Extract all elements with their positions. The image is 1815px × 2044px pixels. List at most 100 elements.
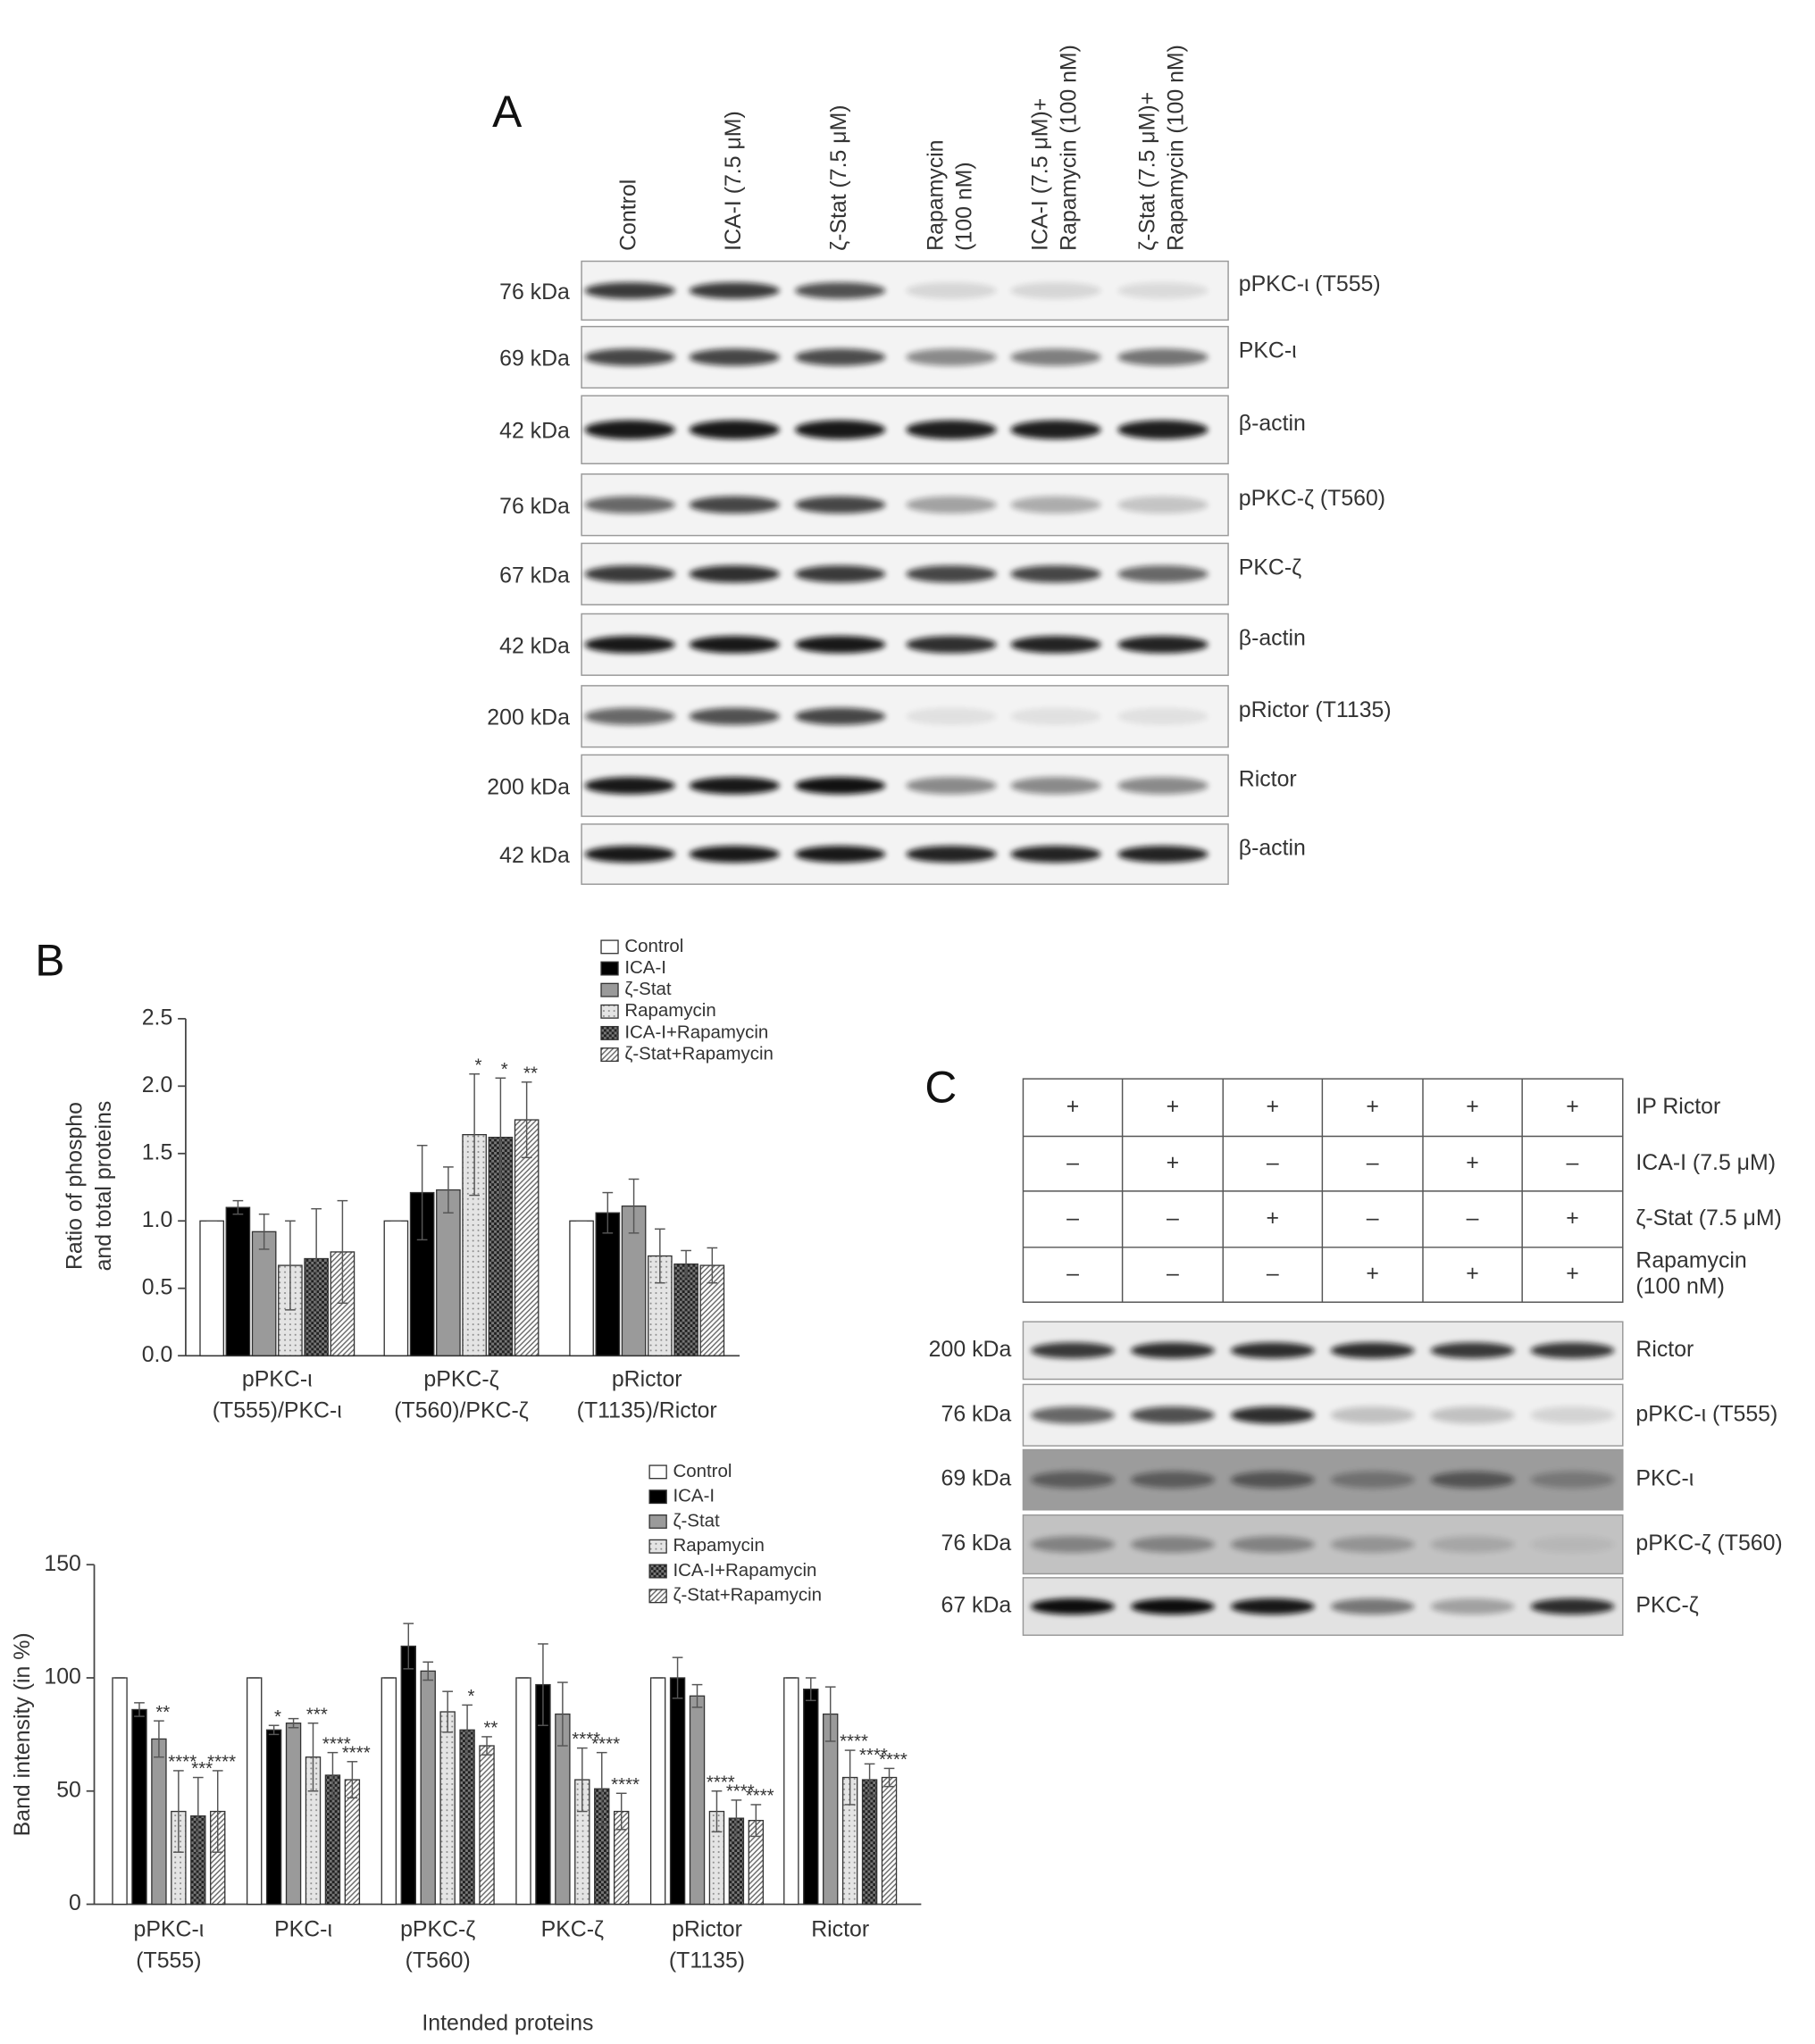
- error-bar: [232, 1199, 244, 1215]
- blot-band: [689, 348, 780, 366]
- blot-band: [794, 420, 886, 439]
- blot-band: [1010, 707, 1101, 725]
- legend-swatch: [600, 982, 619, 997]
- bar: [251, 1231, 277, 1356]
- error-bar: [469, 1072, 480, 1197]
- kda-label: 69 kDa: [499, 346, 570, 371]
- x-tick-label: pPKC-ι: [134, 1916, 205, 1941]
- significance-label: ***: [306, 1704, 328, 1724]
- significance-label: ****: [342, 1742, 371, 1763]
- error-bar: [672, 1656, 683, 1699]
- bar: [112, 1677, 128, 1906]
- legend-label: ICA-I: [624, 957, 666, 978]
- blot-band: [1117, 348, 1209, 366]
- legend-swatch: [600, 1047, 619, 1063]
- significance-label: *: [475, 1055, 482, 1075]
- blot-band: [1117, 282, 1209, 299]
- error-bar: [481, 1736, 492, 1756]
- lane-label: ICA-I (7.5 μM)+: [1027, 98, 1052, 251]
- blot-band: [584, 777, 675, 795]
- condition-cell: +: [1566, 1094, 1579, 1119]
- blot-band: [794, 636, 886, 654]
- x-tick-label: (T555): [136, 1948, 201, 1973]
- legend-label: ICA-I+Rapamycin: [624, 1022, 768, 1042]
- bar: [595, 1212, 621, 1356]
- bar: [783, 1677, 799, 1906]
- error-bar: [307, 1722, 319, 1792]
- blot-band: [584, 420, 675, 439]
- error-bar: [422, 1661, 434, 1681]
- condition-cell: –: [1367, 1206, 1379, 1231]
- error-bar: [173, 1770, 184, 1853]
- error-bar: [311, 1207, 322, 1310]
- bar: [569, 1220, 594, 1356]
- bar: [823, 1713, 839, 1906]
- error-bar: [495, 1077, 506, 1197]
- blot-band: [1230, 1471, 1315, 1489]
- legend-swatch: [600, 961, 619, 976]
- blot-band: [689, 565, 780, 583]
- bar: [861, 1779, 878, 1906]
- error-bar: [521, 1081, 532, 1159]
- protein-label: PKC-ζ: [1239, 555, 1301, 580]
- blot-band: [794, 565, 886, 583]
- blot-band: [1130, 1598, 1215, 1615]
- lane-label: ζ-Stat (7.5 μM)+: [1134, 92, 1159, 251]
- blot-band: [1230, 1536, 1315, 1553]
- error-bar: [596, 1751, 607, 1826]
- significance-label: ****: [859, 1745, 888, 1765]
- y-tick-label: 100: [44, 1664, 80, 1689]
- x-tick-label: (T560)/PKC-ζ: [394, 1398, 529, 1423]
- blot-frame: [1022, 1577, 1624, 1636]
- kda-label: 42 kDa: [499, 419, 570, 444]
- error-bar: [654, 1228, 665, 1284]
- kda-label: 69 kDa: [941, 1466, 1011, 1491]
- significance-label: ****: [726, 1781, 755, 1802]
- blot-band: [1117, 707, 1209, 725]
- lane-label: ζ-Stat (7.5 μM): [826, 104, 851, 250]
- protein-label: pPKC-ζ (T560): [1635, 1531, 1782, 1556]
- blot-band: [906, 636, 997, 654]
- significance-label: **: [523, 1063, 538, 1083]
- y-axis-label: Band intensity (in %): [10, 1632, 35, 1836]
- blot-band: [1330, 1536, 1415, 1553]
- legend-label: Control: [624, 936, 683, 956]
- blot-band: [1031, 1471, 1116, 1489]
- error-bar: [707, 1247, 718, 1284]
- blot-band: [906, 777, 997, 795]
- blot-band: [906, 282, 997, 299]
- x-tick-label: pRictor: [612, 1367, 682, 1392]
- bar: [225, 1206, 251, 1356]
- blot-band: [794, 777, 886, 795]
- condition-cell: –: [1066, 1261, 1079, 1286]
- blot-band: [906, 348, 997, 366]
- blot-band: [794, 707, 886, 725]
- protein-label: β-actin: [1239, 626, 1306, 651]
- x-tick-label: pPKC-ζ: [400, 1916, 475, 1941]
- bar: [803, 1688, 819, 1906]
- kda-label: 200 kDa: [929, 1337, 1012, 1362]
- significance-label: *: [274, 1706, 281, 1727]
- legend-label: ζ-Stat+Rapamycin: [624, 1043, 774, 1064]
- condition-cell: –: [1267, 1150, 1279, 1175]
- blot-band: [794, 846, 886, 863]
- kda-label: 67 kDa: [941, 1593, 1011, 1618]
- y-tick-label: 1.5: [142, 1139, 173, 1164]
- kda-label: 42 kDa: [499, 633, 570, 658]
- condition-cell: +: [1466, 1261, 1479, 1286]
- condition-cell: +: [1466, 1094, 1479, 1119]
- condition-cell: +: [1566, 1261, 1579, 1286]
- condition-cell: –: [1567, 1150, 1579, 1175]
- bar: [689, 1695, 706, 1906]
- kda-label: 67 kDa: [499, 563, 570, 588]
- blot-band: [1230, 1342, 1315, 1359]
- y-axis-label: Ratio of phospho: [63, 1102, 88, 1270]
- blot-band: [1430, 1342, 1515, 1359]
- blot-band: [1031, 1598, 1116, 1615]
- condition-cell: +: [1267, 1206, 1280, 1231]
- y-axis-label: and total proteins: [91, 1101, 116, 1272]
- blot-band: [1010, 282, 1101, 299]
- legend-label: ICA-I+Rapamycin: [673, 1560, 816, 1581]
- blot-band: [1117, 420, 1209, 439]
- blot-band: [794, 282, 886, 299]
